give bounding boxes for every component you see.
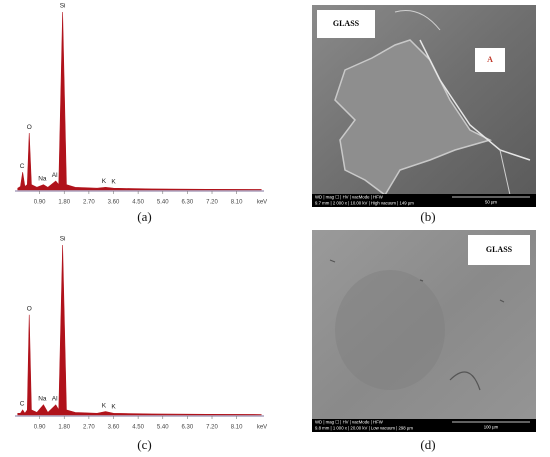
x-tick-label: 2.70 [83,200,95,206]
panel-caption: (b) [420,209,435,224]
x-tick-label: 8.10 [231,425,243,431]
peak-label: C [20,401,25,408]
x-unit-label: keV [257,425,267,431]
scale-label: 50 µm [485,200,497,205]
x-tick-label: 7.20 [206,200,218,206]
peak-label: Na [38,396,47,403]
x-tick-label: 8.10 [231,200,243,206]
scale-label: 100 µm [484,425,499,430]
label-box [317,10,375,38]
info-values: 9.8 mm | 1 000 x | 20.00 kV | Low vacuum… [315,426,413,431]
label-box [468,235,530,265]
x-unit-label: keV [257,200,267,206]
sem-image [312,5,536,207]
peak-label: O [27,124,32,131]
x-tick-label: 0.90 [34,200,46,206]
label-box [475,48,505,72]
peak-label: Al [52,396,58,403]
x-tick-label: 7.20 [206,425,218,431]
x-tick-label: 2.70 [83,425,95,431]
info-header: WD | mag ☐ | HV | vacMode | HFW [315,420,384,425]
sem-crack [419,39,531,161]
peak-label: O [27,305,32,312]
peak-label: K [111,179,116,186]
peak-label: Al [52,172,58,179]
info-values: 9.7 mm | 2 000 x | 10.00 kV | High vacuu… [315,201,414,206]
x-tick-label: 1.80 [58,200,70,206]
peak-label: K [111,404,116,411]
x-tick-label: 5.40 [157,200,169,206]
peak-label: C [20,163,25,170]
x-tick-label: 4.50 [132,200,144,206]
x-tick-label: 4.50 [132,425,144,431]
x-tick-label: 0.90 [34,425,46,431]
peak-label: Si [60,3,66,10]
panel-caption: (a) [137,209,151,224]
x-tick-label: 5.40 [157,425,169,431]
sem-shade [335,270,445,390]
panel-caption: (c) [137,437,151,452]
peak-label: K [102,178,107,185]
sem-texture [329,259,505,391]
info-header: WD | mag ☐ | HV | vacMode | HFW [315,195,384,200]
spectrum-area [17,244,262,416]
peak-label: Na [38,175,47,182]
x-tick-label: 1.80 [58,425,70,431]
sem-flake [334,39,493,197]
x-tick-label: 6.30 [182,200,194,206]
image-label: GLASS [486,245,513,254]
panel-caption: (d) [420,437,435,452]
x-tick-label: 3.60 [108,200,120,206]
sem-crack [394,10,511,196]
image-label: GLASS [333,19,360,28]
x-tick-label: 3.60 [108,425,120,431]
image-label: A [487,55,493,64]
peak-label: Si [60,236,66,243]
spectrum-area [17,11,262,191]
x-tick-label: 6.30 [182,425,194,431]
peak-label: K [102,402,107,409]
